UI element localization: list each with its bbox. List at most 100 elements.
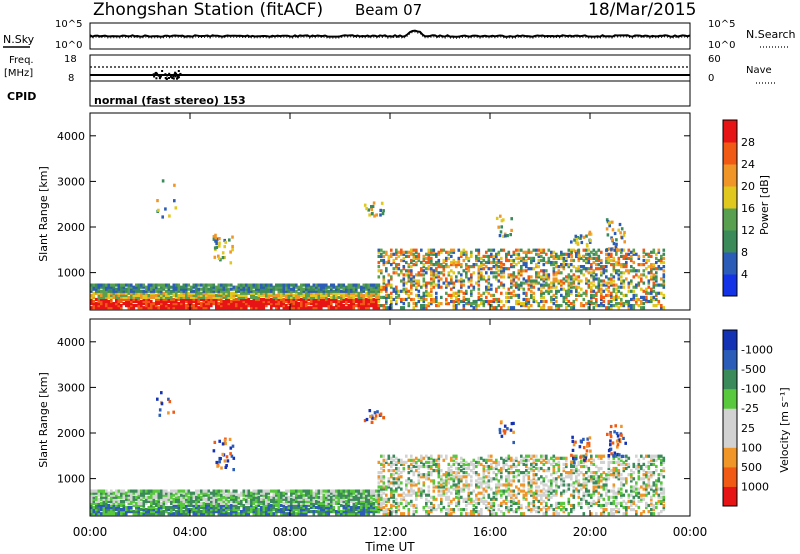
heatmap-cell [302,297,306,302]
heatmap-cell [375,304,378,308]
heatmap-cell [190,501,193,505]
heatmap-cell [277,501,281,505]
heatmap-cell [122,503,126,508]
heatmap-cell [377,265,381,269]
heatmap-cell [597,248,601,252]
heatmap-cell [430,454,433,458]
heatmap-cell [470,497,473,501]
freq-dip-point [164,73,167,76]
heatmap-cell [372,302,376,306]
heatmap-cell [585,281,588,285]
heatmap-cell [197,287,201,291]
heatmap-cell [525,269,528,273]
heatmap-cell [232,510,236,514]
heatmap-cell [187,510,191,514]
heatmap-cell [427,489,431,493]
heatmap-cell [140,291,143,295]
heatmap-cell [367,512,371,516]
heatmap-cell [462,299,466,304]
heatmap-cell [492,258,496,263]
heatmap-cell [472,499,476,503]
heatmap-cell [220,283,223,287]
heatmap-cell [360,299,363,304]
heatmap-cell [611,220,614,224]
heatmap-cell [422,258,426,263]
heatmap-cell [562,281,566,285]
heatmap-cell [507,250,511,254]
heatmap-cell [467,299,471,304]
heatmap-cell [515,485,518,489]
heatmap-cell [450,485,453,489]
heatmap-cell [142,306,146,310]
heatmap-cell [377,495,381,499]
heatmap-cell [312,493,316,497]
heatmap-cell [367,297,371,302]
heatmap-cell [440,475,443,479]
heatmap-cell [345,505,348,510]
heatmap-cell [565,306,568,310]
heatmap-cell [610,254,613,258]
heatmap-cell [335,491,338,495]
heatmap-cell [245,304,248,308]
heatmap-cell [100,304,103,308]
heatmap-cell [172,291,176,295]
heatmap-cell [375,510,378,514]
heatmap-cell [407,491,411,495]
heatmap-cell [102,293,106,297]
noise-right-tick-top: 10^5 [708,19,735,30]
heatmap-cell [125,508,128,512]
heatmap-cell [492,265,496,269]
heatmap-cell [587,260,591,265]
heatmap-cell [632,304,636,308]
heatmap-cell [317,291,321,295]
heatmap-cell [205,283,208,287]
heatmap-cell [117,499,121,503]
heatmap-cell [300,291,303,295]
heatmap-cell [272,505,276,510]
heatmap-cell [515,248,518,252]
heatmap-cell [575,275,578,279]
heatmap-cell [177,297,181,302]
heatmap-cell [272,491,276,495]
heatmap-cell [205,297,208,302]
heatmap-cell [402,256,406,260]
heatmap-cell [300,299,303,304]
heatmap-cell [297,302,301,306]
heatmap-cell [565,252,568,256]
heatmap-cell [612,258,616,263]
heatmap-cell [262,512,266,516]
heatmap-cell [382,481,386,485]
heatmap-cell [217,499,221,503]
heatmap-cell [100,512,103,516]
heatmap-cell [282,491,286,495]
heatmap-cell [590,265,593,269]
heatmap-cell [177,295,181,299]
heatmap-cell [207,497,211,501]
heatmap-cell [315,293,318,297]
heatmap-cell [517,295,521,299]
colorbar-segment [723,252,737,275]
heatmap-cell [417,481,421,485]
heatmap-cell [504,234,507,238]
heatmap-cell [207,299,211,304]
heatmap-cell [580,240,584,245]
heatmap-cell [327,508,331,512]
heatmap-cell [235,503,238,508]
heatmap-cell [460,277,463,281]
heatmap-cell [212,503,216,508]
heatmap-cell [447,510,451,514]
heatmap-cell [437,503,441,508]
heatmap-cell [312,287,316,291]
heatmap-cell [465,267,468,271]
heatmap-cell [487,254,491,258]
heatmap-cell [222,304,226,308]
heatmap-cell [142,503,146,508]
heatmap-cell [362,508,366,512]
heatmap-cell [127,297,131,302]
heatmap-cell [275,497,278,501]
heatmap-cell [352,287,356,291]
colorbar-segment [723,274,737,297]
heatmap-cell [387,499,391,503]
heatmap-cell [392,489,396,493]
heatmap-cell [645,295,648,299]
